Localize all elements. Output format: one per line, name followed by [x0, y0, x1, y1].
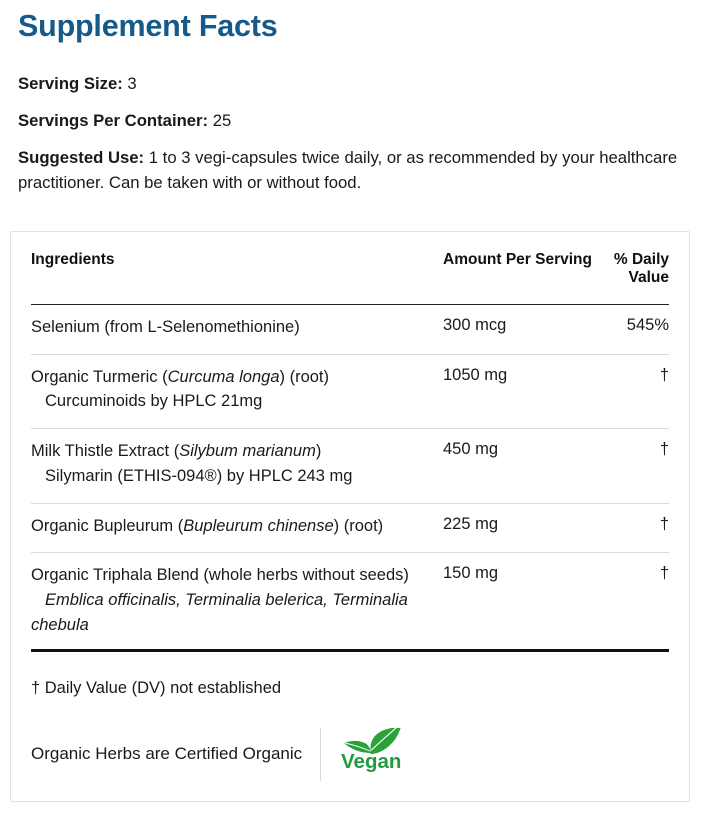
- svg-text:Vegan: Vegan: [341, 750, 401, 773]
